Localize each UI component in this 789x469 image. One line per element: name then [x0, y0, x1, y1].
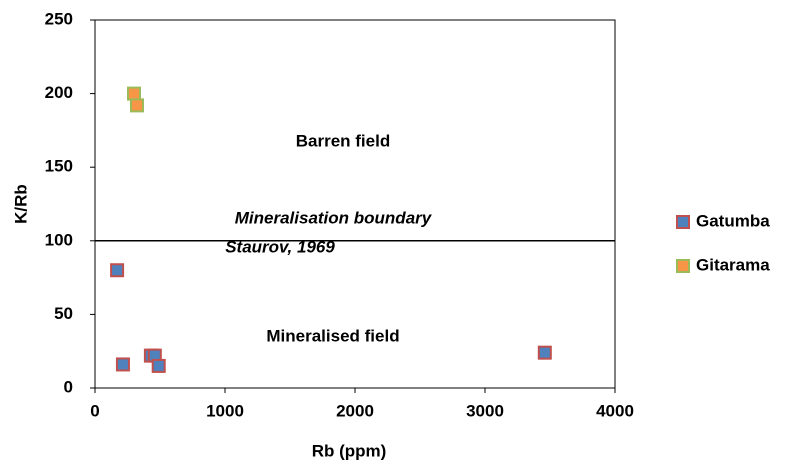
marker — [127, 86, 141, 101]
x-axis-label: Rb (ppm) — [312, 441, 387, 460]
x-tick-label: 3000 — [466, 401, 504, 420]
marker — [115, 357, 130, 372]
x-tick-label: 1000 — [206, 401, 244, 420]
x-tick-label: 2000 — [336, 401, 374, 420]
legend-label: Gatumba — [696, 211, 770, 230]
x-tick-label: 0 — [90, 401, 99, 420]
y-tick-label: 200 — [45, 83, 73, 102]
x-tick-label: 4000 — [596, 401, 634, 420]
y-tick-label: 100 — [45, 230, 73, 249]
y-axis-label: K/Rb — [11, 184, 30, 224]
marker — [129, 98, 144, 113]
y-tick-label: 150 — [45, 157, 73, 176]
legend-marker — [676, 215, 690, 229]
annotation: Barren field — [296, 131, 390, 150]
annotation: Mineralised field — [266, 326, 399, 345]
marker — [537, 345, 552, 360]
y-tick-label: 250 — [45, 9, 73, 28]
legend-label: Gitarama — [696, 255, 770, 274]
marker — [151, 358, 166, 373]
annotation: Staurov, 1969 — [225, 237, 335, 256]
y-tick-label: 0 — [64, 377, 73, 396]
y-tick-label: 50 — [54, 304, 73, 323]
legend-marker — [676, 259, 690, 273]
annotation: Mineralisation boundary — [235, 208, 433, 227]
marker — [110, 263, 125, 278]
